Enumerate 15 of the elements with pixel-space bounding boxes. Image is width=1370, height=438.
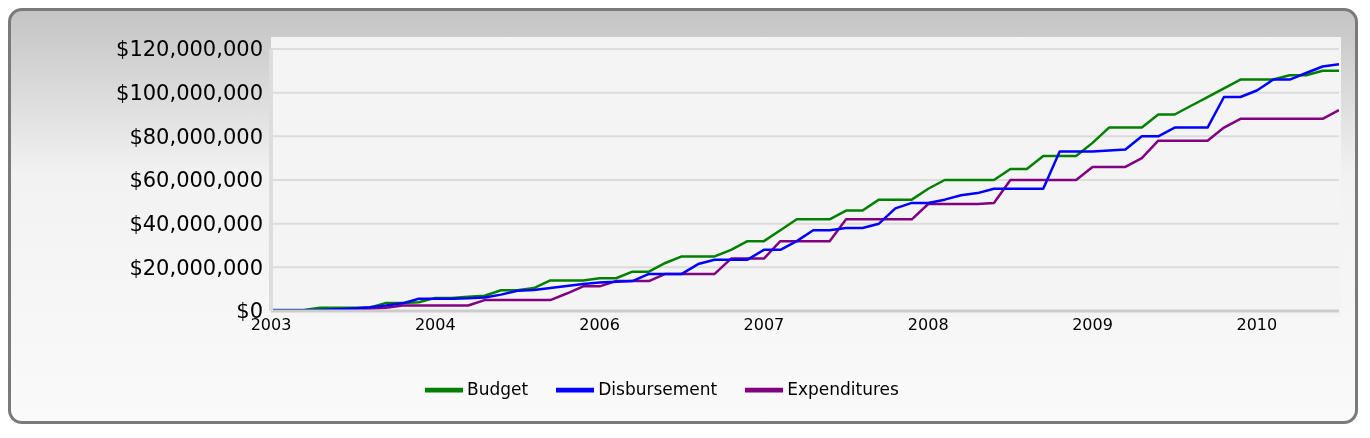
legend-label: Disbursement (598, 379, 718, 399)
x-tick-label: 2008 (907, 315, 949, 335)
x-tick-label: 2010 (1236, 315, 1278, 335)
y-tick-label: $20,000,000 (129, 255, 263, 280)
x-tick-label: 2004 (414, 315, 456, 335)
y-tick-label: $100,000,000 (116, 81, 263, 106)
y-tick-label: $80,000,000 (129, 124, 263, 149)
y-tick-label: $60,000,000 (129, 168, 263, 193)
legend-label: Expenditures (787, 379, 899, 399)
y-tick-label: $40,000,000 (129, 212, 263, 237)
x-tick-label: 2007 (743, 315, 785, 335)
y-tick-label: $120,000,000 (116, 37, 263, 62)
x-tick-label: 2009 (1072, 315, 1113, 335)
legend-label: Budget (467, 379, 529, 399)
x-tick-label: 2006 (579, 315, 620, 335)
